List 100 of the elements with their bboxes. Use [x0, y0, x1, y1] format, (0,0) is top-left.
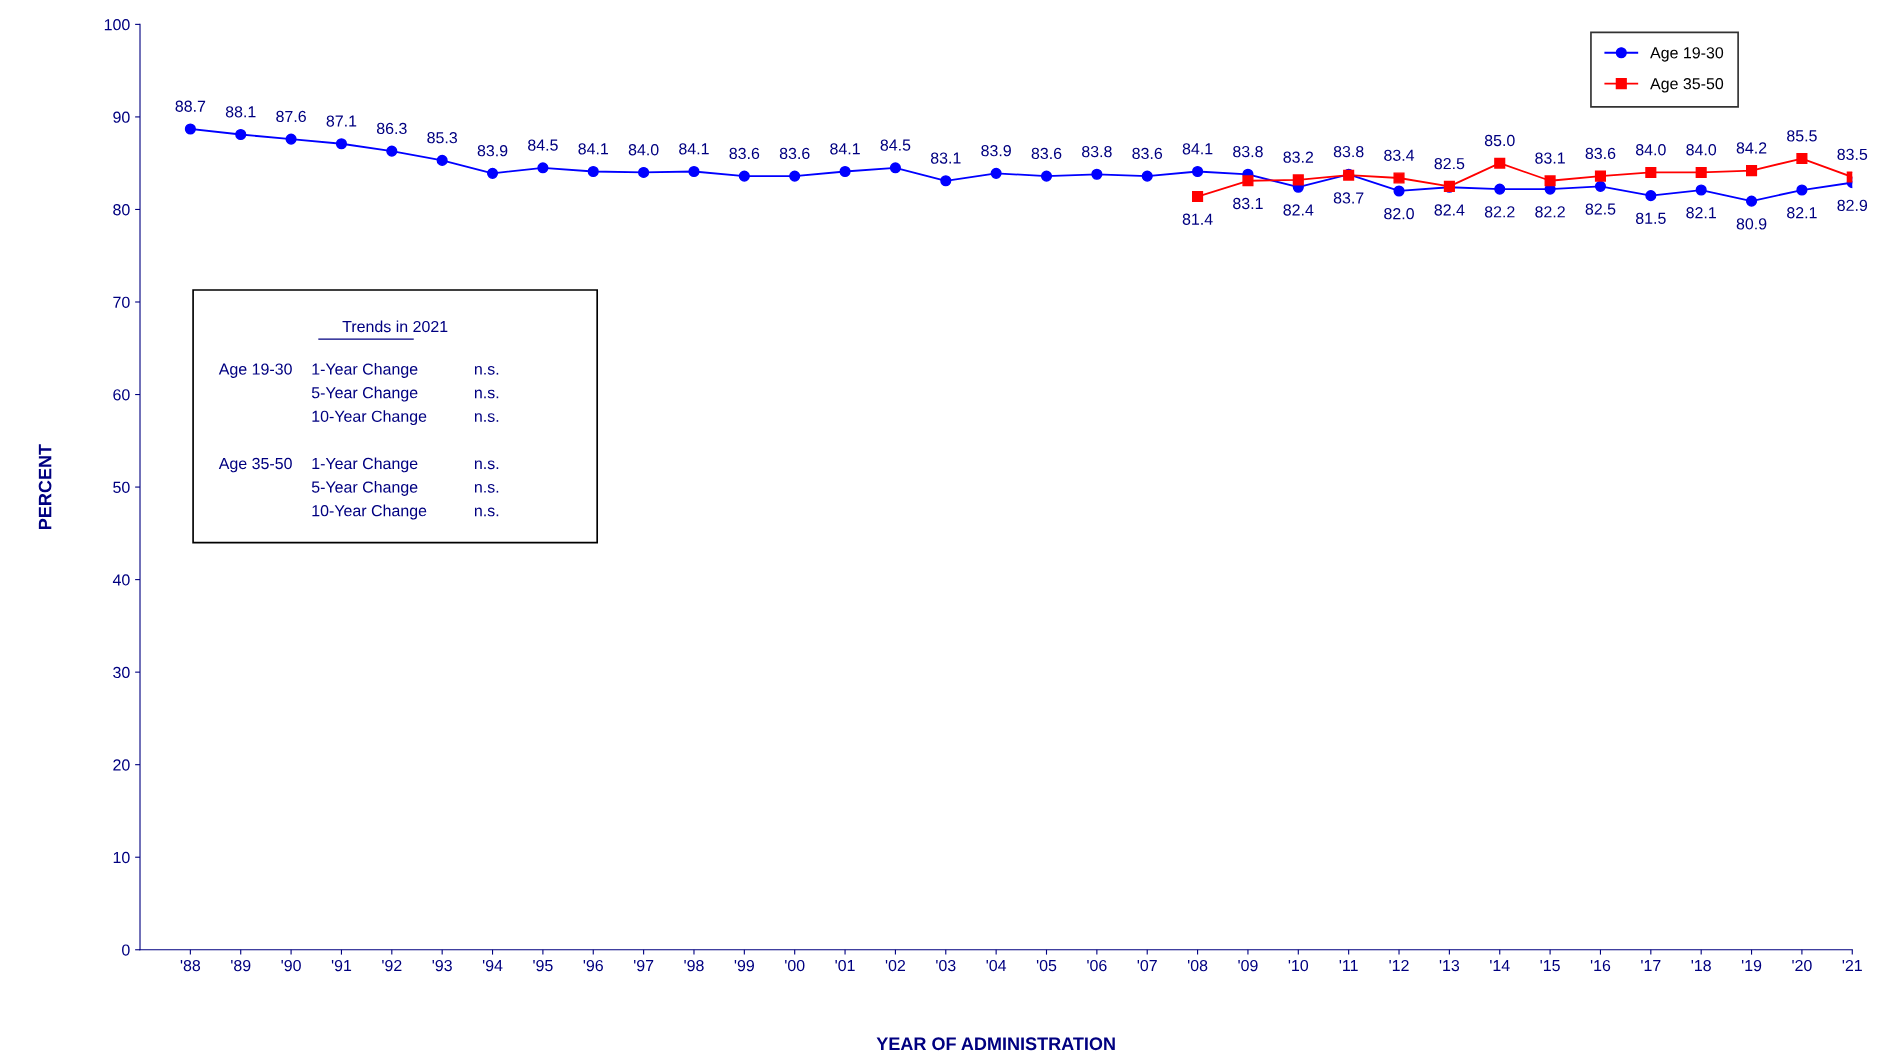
- legend-label: Age 35-50: [1650, 78, 1724, 93]
- annotation: n.s.: [474, 483, 499, 493]
- y-tick-label: 40: [112, 574, 130, 586]
- data-label: 82.2: [1484, 206, 1515, 218]
- data-label: 88.7: [175, 100, 206, 112]
- data-label: 83.8: [1333, 145, 1364, 158]
- data-label: 84.1: [1182, 143, 1213, 155]
- data-label: 84.0: [1635, 144, 1666, 156]
- x-tick-label: '04: [986, 959, 1007, 972]
- y-tick-label: 80: [113, 204, 130, 216]
- point: [839, 165, 851, 178]
- x-tick-label: '90: [281, 959, 301, 972]
- annotation: 10-Year Change: [312, 410, 427, 426]
- y-tick-label: 70: [113, 296, 130, 308]
- data-label: 82.0: [1384, 208, 1414, 220]
- data-label: 81.5: [1635, 212, 1666, 224]
- x-tick-label: '20: [1792, 959, 1812, 972]
- data-label: 82.4: [1434, 204, 1465, 216]
- point: [1292, 174, 1304, 186]
- x-tick-label: '06: [1087, 959, 1107, 972]
- data-label: 83.6: [1132, 147, 1163, 160]
- x-tick-label: '99: [734, 959, 754, 972]
- x-tick-label: '03: [936, 959, 956, 972]
- data-label: 84.5: [880, 139, 911, 151]
- data-label: 83.4: [1384, 149, 1415, 161]
- annotation: 1-Year Change: [312, 363, 418, 378]
- data-label: 83.6: [779, 147, 810, 160]
- point: [1393, 172, 1405, 184]
- annotation: 1-Year Change: [312, 457, 418, 473]
- y-tick-label: 60: [113, 389, 130, 401]
- data-label: 86.3: [376, 122, 407, 135]
- x-tick-label: '92: [382, 959, 402, 972]
- point: [1745, 165, 1758, 177]
- x-tick-label: '97: [634, 959, 654, 972]
- point: [738, 170, 750, 182]
- x-tick-label: '91: [331, 959, 352, 972]
- point: [1192, 190, 1204, 203]
- data-label: 83.2: [1283, 151, 1314, 163]
- data-label: 80.9: [1736, 218, 1767, 230]
- annotation: n.s.: [474, 460, 499, 470]
- data-label: 84.5: [528, 139, 558, 151]
- point: [1796, 184, 1808, 196]
- annotation: Trends in 2021: [342, 320, 448, 333]
- data-label: 83.1: [1535, 152, 1565, 164]
- point: [1796, 153, 1808, 165]
- data-label: 81.4: [1182, 213, 1213, 225]
- x-tick-label: '15: [1540, 960, 1560, 972]
- y-tick-label: 50: [113, 481, 130, 494]
- point: [335, 138, 348, 150]
- data-label: 84.1: [578, 143, 609, 155]
- point: [436, 154, 448, 166]
- data-label: 83.1: [930, 152, 961, 164]
- point: [285, 133, 297, 145]
- y-tick-label: 30: [113, 666, 130, 679]
- data-label: 83.7: [1333, 192, 1364, 204]
- data-label: 82.9: [1837, 199, 1868, 212]
- data-label: 84.0: [1686, 144, 1717, 156]
- point: [1040, 170, 1053, 182]
- x-tick-label: '16: [1590, 959, 1611, 972]
- point: [1091, 168, 1103, 180]
- x-tick-label: '02: [885, 959, 906, 972]
- point: [1192, 165, 1204, 178]
- x-tick-label: '12: [1389, 959, 1409, 972]
- data-label: 83.6: [729, 147, 760, 160]
- point: [1393, 185, 1405, 197]
- point: [638, 166, 650, 178]
- data-label: 82.1: [1787, 207, 1817, 219]
- point: [1141, 170, 1153, 182]
- data-label: 84.0: [628, 144, 659, 156]
- annotation: Age 35-50: [218, 457, 292, 473]
- x-tick-label: '18: [1691, 959, 1711, 972]
- data-label: 84.2: [1736, 142, 1767, 154]
- point: [1594, 180, 1607, 192]
- annotation: n.s.: [474, 389, 499, 399]
- x-tick-label: '08: [1187, 959, 1208, 972]
- x-tick-label: '88: [180, 959, 201, 972]
- data-label: 82.2: [1535, 206, 1565, 218]
- x-axis-title: YEAR OF ADMINISTRATION: [876, 1037, 1115, 1051]
- x-tick-label: '14: [1490, 960, 1510, 972]
- point: [889, 162, 901, 174]
- point: [1544, 175, 1556, 187]
- x-tick-label: '98: [684, 959, 704, 972]
- x-tick-label: '93: [432, 959, 452, 972]
- annotation: 5-Year Change: [311, 481, 418, 496]
- data-label: 85.0: [1484, 134, 1515, 147]
- annotation: n.s.: [474, 507, 499, 517]
- data-label: 82.5: [1434, 157, 1465, 170]
- x-tick-label: '01: [835, 959, 855, 972]
- data-label: 83.1: [1233, 197, 1263, 210]
- data-label: 83.8: [1233, 145, 1263, 158]
- point: [486, 167, 499, 179]
- data-label: 84.1: [679, 143, 709, 155]
- point: [1695, 184, 1707, 196]
- data-label: 83.6: [1585, 147, 1616, 160]
- annotation: n.s.: [474, 413, 499, 422]
- point: [1695, 166, 1707, 178]
- point: [1745, 195, 1758, 207]
- data-label: 83.5: [1837, 148, 1868, 161]
- legend-label: Age 19-30: [1650, 47, 1724, 62]
- x-tick-label: '10: [1288, 959, 1309, 972]
